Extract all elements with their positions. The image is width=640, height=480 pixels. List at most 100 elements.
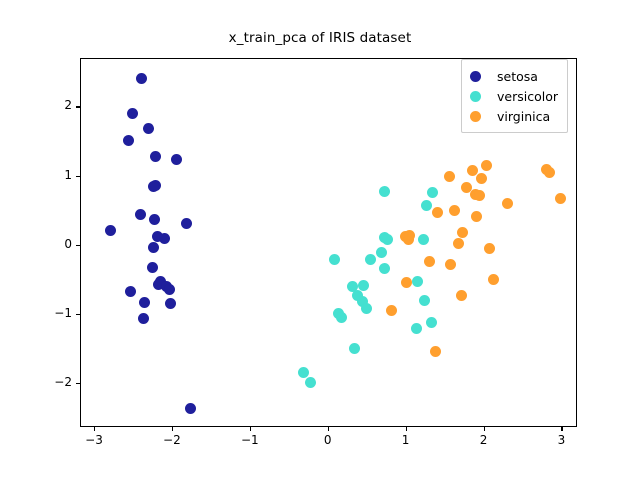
data-point	[123, 134, 135, 146]
data-point	[352, 289, 364, 301]
data-point	[385, 304, 397, 316]
data-point	[381, 234, 393, 246]
data-point	[404, 230, 416, 242]
data-point	[135, 208, 147, 220]
legend-item-setosa: setosa	[470, 66, 558, 86]
data-point	[426, 187, 438, 199]
x-axis-tick	[94, 427, 96, 431]
data-point	[431, 206, 443, 218]
data-point	[336, 311, 348, 323]
legend-marker-icon	[470, 110, 481, 122]
data-point	[443, 170, 455, 182]
x-axis-tick	[483, 427, 485, 431]
data-point	[502, 197, 514, 209]
data-point	[163, 284, 175, 296]
data-point	[411, 322, 423, 334]
y-axis-tick-label: 0	[64, 236, 72, 251]
data-point	[147, 241, 159, 253]
data-point	[429, 345, 441, 357]
x-axis-tick-label: 1	[401, 433, 410, 447]
data-point	[152, 278, 164, 290]
x-axis-tick	[561, 427, 563, 431]
data-point	[444, 259, 456, 271]
page-title: x_train_pca of IRIS dataset	[228, 30, 412, 46]
data-point	[412, 275, 424, 287]
data-point	[184, 403, 196, 415]
data-point	[171, 153, 183, 165]
data-point	[401, 277, 413, 289]
data-point	[147, 261, 159, 273]
y-axis-tick-label: −2	[54, 375, 72, 390]
data-point	[379, 263, 391, 275]
data-point	[484, 243, 496, 255]
data-point	[554, 193, 566, 205]
data-point	[466, 164, 478, 176]
x-axis-tick	[405, 427, 407, 431]
data-point	[126, 107, 138, 119]
data-point	[346, 280, 358, 292]
data-point	[424, 255, 436, 267]
y-axis-tick	[76, 175, 80, 177]
legend-item-label: virginica	[497, 108, 551, 124]
data-point	[487, 274, 499, 286]
x-axis-tick-label: −3	[85, 433, 103, 447]
data-point	[544, 167, 556, 179]
data-point	[149, 151, 161, 163]
legend: setosa versicolor virginica	[461, 59, 568, 133]
data-point	[480, 160, 492, 172]
data-point	[453, 237, 465, 249]
data-point	[473, 189, 485, 201]
x-axis-tick	[249, 427, 251, 431]
data-point	[105, 224, 117, 236]
data-point	[125, 286, 137, 298]
x-axis-tick-label: −1	[240, 433, 259, 447]
scatter-plot-axes	[80, 58, 577, 427]
data-point	[379, 186, 391, 198]
y-axis-tick-label: 1	[64, 167, 72, 182]
data-point	[426, 317, 438, 329]
y-axis-tick	[76, 383, 80, 385]
data-point	[138, 297, 150, 309]
legend-item-virginica: virginica	[470, 106, 558, 126]
data-point	[364, 254, 376, 266]
legend-marker-icon	[470, 90, 481, 102]
data-point	[165, 297, 177, 309]
legend-item-label: setosa	[497, 68, 538, 84]
legend-item-label: versicolor	[497, 88, 558, 104]
x-axis-tick	[327, 427, 329, 431]
data-point	[461, 181, 473, 193]
data-point	[418, 234, 430, 246]
data-point	[358, 279, 370, 291]
data-point	[456, 290, 468, 302]
y-axis-tick	[76, 244, 80, 246]
data-point	[147, 180, 159, 192]
data-point	[137, 313, 149, 325]
data-point	[180, 218, 192, 230]
data-point	[348, 342, 360, 354]
legend-item-versicolor: versicolor	[470, 86, 558, 106]
data-point	[361, 302, 373, 314]
data-point	[376, 246, 388, 258]
y-axis-tick-label: 2	[64, 98, 72, 113]
data-point	[457, 227, 469, 239]
legend-marker-icon	[470, 70, 481, 82]
data-point	[421, 199, 433, 211]
x-axis-tick	[171, 427, 173, 431]
data-point	[297, 367, 309, 379]
y-axis-tick	[76, 314, 80, 316]
data-point	[151, 231, 163, 243]
data-point	[356, 295, 368, 307]
data-point	[448, 205, 460, 217]
x-axis-tick-label: 0	[323, 433, 332, 447]
x-axis-tick-label: 3	[557, 433, 566, 447]
x-axis-tick-label: 2	[479, 433, 488, 447]
data-point	[158, 232, 170, 244]
data-point	[329, 254, 341, 266]
y-axis-tick	[76, 106, 80, 108]
data-point	[148, 214, 160, 226]
x-axis-tick-label: −2	[163, 433, 181, 447]
data-point	[304, 376, 316, 388]
data-point	[471, 211, 483, 223]
y-axis-tick-label: −1	[54, 306, 72, 321]
